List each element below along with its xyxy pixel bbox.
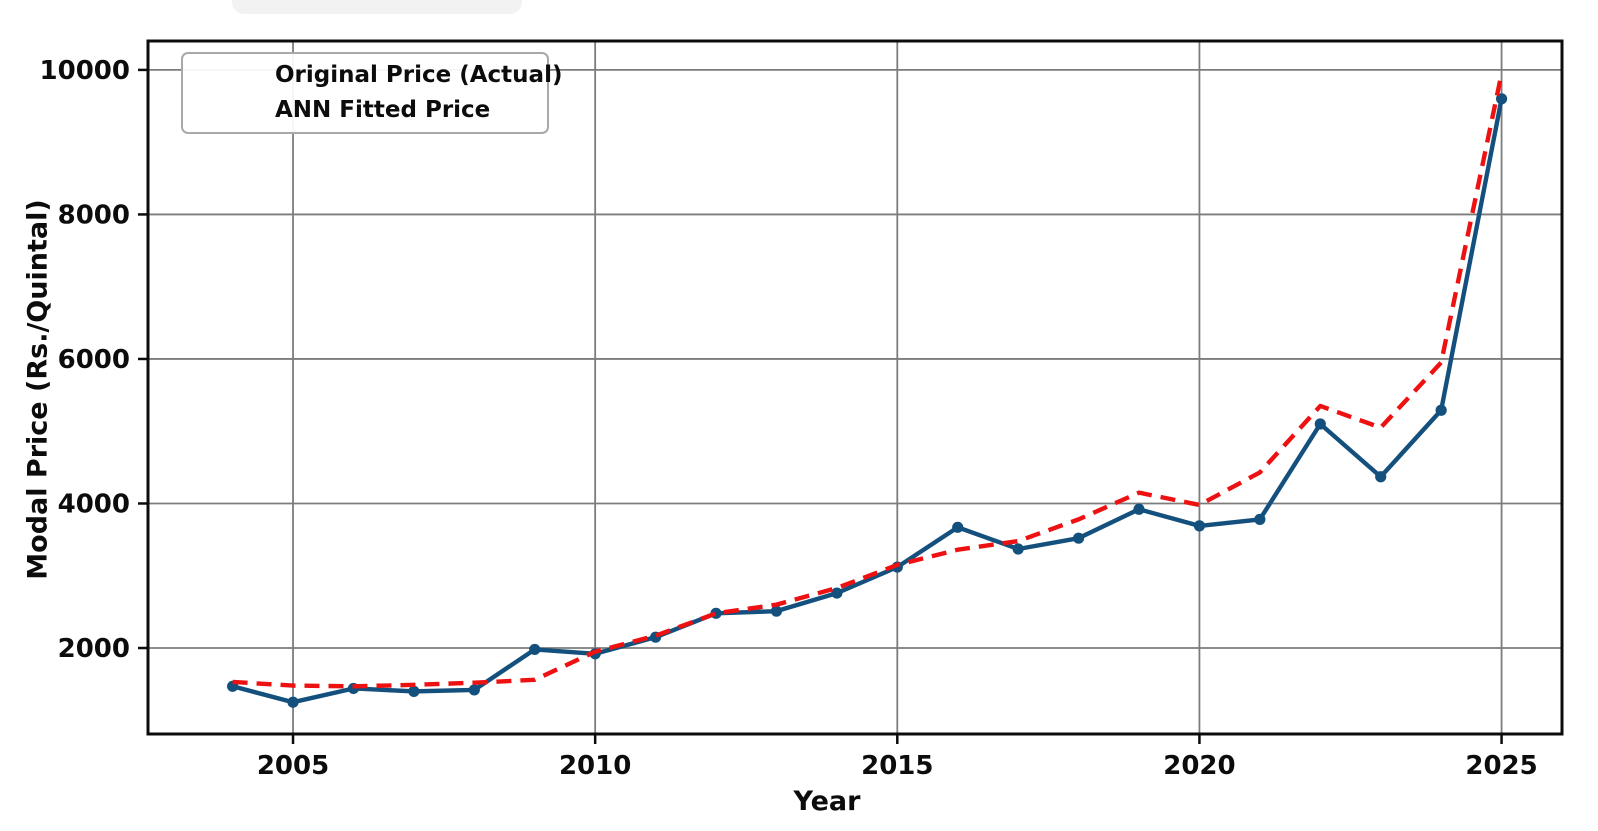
legend-label-fitted: ANN Fitted Price — [275, 96, 491, 123]
legend: Original Price (Actual) ANN Fitted Price — [181, 52, 562, 134]
series-line-1 — [232, 73, 1504, 689]
data-point-marker — [1435, 404, 1447, 416]
legend-solid-line-marker-icon — [199, 69, 255, 83]
y-tick-label: 10000 — [40, 56, 130, 86]
data-point-marker — [468, 684, 480, 696]
x-tick-label: 2010 — [559, 751, 631, 781]
x-tick-label: 2020 — [1163, 751, 1235, 781]
data-point-marker — [287, 696, 299, 708]
data-point-marker — [1072, 532, 1085, 544]
y-axis-title: Modal Price (Rs./Quintal) — [22, 199, 54, 580]
x-axis-title: Year — [793, 786, 861, 817]
data-point-marker — [1314, 418, 1326, 430]
y-tick-label: 4000 — [58, 489, 130, 519]
data-point-marker — [529, 643, 541, 656]
data-point-marker — [1495, 93, 1508, 105]
x-tick-label: 2015 — [861, 751, 933, 781]
data-point-marker — [1193, 520, 1206, 532]
data-point-marker — [952, 521, 964, 533]
legend-item-fitted: ANN Fitted Price — [199, 96, 531, 123]
data-point-marker — [831, 587, 843, 599]
y-tick-label: 2000 — [58, 634, 130, 664]
legend-label-actual: Original Price (Actual) — [275, 62, 563, 89]
plot-frame — [146, 39, 1564, 736]
y-tick-label: 8000 — [58, 200, 130, 230]
x-tick-label: 2025 — [1465, 751, 1537, 781]
data-point-marker — [1254, 513, 1266, 525]
series-line-0 — [232, 98, 1504, 705]
data-point-marker — [1375, 471, 1387, 483]
data-point-marker — [408, 685, 420, 697]
data-point-marker — [770, 605, 783, 617]
data-point-marker — [1012, 543, 1024, 555]
y-tick-label: 6000 — [58, 345, 130, 375]
x-tick-label: 2005 — [257, 751, 329, 781]
data-point-marker — [1133, 503, 1145, 515]
legend-item-actual: Original Price (Actual) — [199, 62, 562, 88]
legend-dashed-line-icon — [199, 103, 255, 117]
screenshot-top-artifact — [232, 0, 522, 14]
